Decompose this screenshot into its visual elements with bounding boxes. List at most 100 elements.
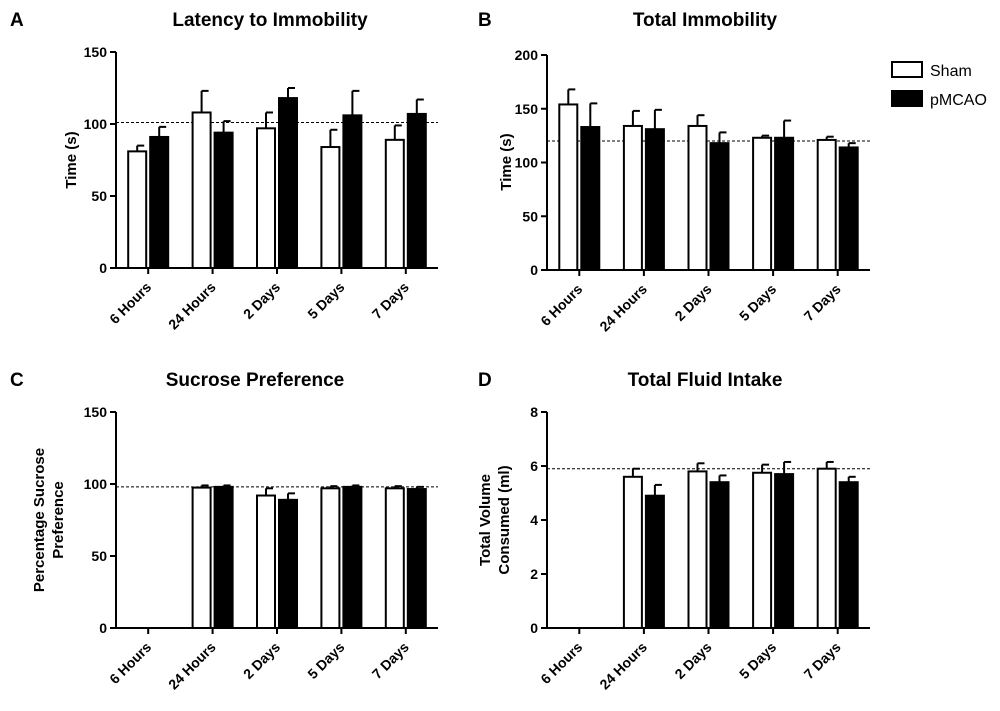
bar-pmcao [774,136,795,271]
bar-pmcao [149,135,170,269]
chart-title: Total Fluid Intake [628,370,783,391]
bar-pmcao [406,112,427,269]
bar-sham [558,103,579,271]
bar-pmcao [774,473,795,629]
legend: Sham pMCAO [891,61,987,109]
bar-sham [191,111,212,270]
y-tick-label: 100 [84,116,108,132]
x-tick-label: 5 Days [736,281,779,324]
panel-letter: C [10,370,24,391]
bar-pmcao [213,131,234,269]
bar-pmcao [838,481,859,630]
x-tick-label: 6 Hours [537,639,585,687]
bar-sham [622,124,643,271]
bar-sham [256,127,276,269]
panel-d: D Total Fluid Intake Total Volume Consum… [477,370,870,692]
x-tick-label: 2 Days [671,281,714,324]
bar-pmcao [709,142,730,271]
y-tick-label: 150 [84,404,108,420]
y-axis-label-line-2: Consumed (ml) [496,465,513,574]
x-tick-label: 6 Hours [106,639,154,687]
panel-c: C Sucrose Preference Percentage Sucrose … [10,370,438,692]
x-tick-label: 5 Days [736,639,779,682]
panel-letter: B [478,10,492,31]
y-tick-label: 4 [530,512,538,528]
chart-title: Sucrose Preference [166,370,345,391]
x-tick-label: 7 Days [801,281,844,324]
x-tick-label: 24 Hours [165,639,219,693]
x-tick-label: 5 Days [304,279,347,322]
bar-pmcao [709,481,730,630]
bar-pmcao [644,128,665,271]
x-tick-label: 7 Days [801,639,844,682]
y-tick-label: 50 [91,548,107,564]
x-tick-label: 7 Days [369,639,412,682]
y-tick-label: 0 [530,262,538,278]
bar-sham [320,487,341,629]
y-axis-label: Time (s) [63,131,80,188]
bar-sham [752,136,773,271]
bar-sham [752,471,773,629]
x-tick-label: 24 Hours [165,279,219,333]
bar-pmcao [406,488,427,630]
y-axis-label-line-2: Preference [50,481,67,559]
bar-pmcao [278,97,298,269]
legend-label-sham: Sham [930,63,972,80]
x-tick-label: 2 Days [240,279,283,322]
chart-title: Total Immobility [633,10,778,31]
bar-sham [256,494,276,629]
y-tick-label: 200 [515,47,539,63]
panel-letter: A [10,10,24,31]
bar-pmcao [580,126,601,272]
y-tick-label: 50 [522,208,538,224]
y-tick-label: 100 [515,155,539,171]
chart-title: Latency to Immobility [172,10,368,31]
x-tick-label: 6 Hours [537,281,585,329]
x-tick-label: 7 Days [369,279,412,322]
x-tick-label: 2 Days [671,639,714,682]
bar-pmcao [342,485,363,629]
bar-sham [687,470,708,629]
y-tick-label: 0 [530,620,538,636]
y-tick-label: 6 [530,458,538,474]
legend-label-pmcao: pMCAO [930,92,987,109]
bar-pmcao [278,498,298,629]
bar-sham [384,138,405,269]
x-tick-label: 24 Hours [596,281,650,335]
y-tick-label: 8 [530,404,538,420]
bar-sham [127,150,148,269]
y-axis-label-line-1: Percentage Sucrose [31,448,48,592]
bar-sham [687,124,708,271]
bar-sham [191,486,212,629]
x-tick-label: 6 Hours [106,279,154,327]
y-axis-label-line-1: Total Volume [477,474,494,566]
bar-sham [320,146,341,269]
x-tick-label: 5 Days [304,639,347,682]
bar-sham [622,475,643,629]
panel-letter: D [478,370,492,391]
bar-pmcao [838,146,859,271]
bar-pmcao [213,485,234,629]
bar-pmcao [342,114,363,269]
y-tick-label: 50 [91,188,107,204]
x-tick-label: 2 Days [240,639,283,682]
y-tick-label: 150 [84,44,108,60]
y-tick-label: 0 [99,260,107,276]
y-axis-label-part: Total Volume [477,474,494,566]
bar-sham [384,487,405,629]
legend-swatch-pmcao [891,90,923,107]
y-tick-label: 2 [530,566,538,582]
bar-pmcao [644,494,665,630]
y-axis-label-part: Consumed (ml) [496,465,513,574]
y-axis-label: Time (s) [498,133,515,190]
panel-a: A Latency to Immobility Time (s) 0 50 100 1… [10,10,438,332]
x-tick-label: 24 Hours [596,639,650,693]
y-axis-label-part: Preference [50,481,67,559]
y-tick-label: 100 [84,476,108,492]
y-tick-label: 150 [515,101,539,117]
y-axis-label-part: Percentage Sucrose [31,448,48,592]
bar-sham [816,467,837,630]
y-tick-label: 0 [99,620,107,636]
bar-sham [816,138,837,271]
